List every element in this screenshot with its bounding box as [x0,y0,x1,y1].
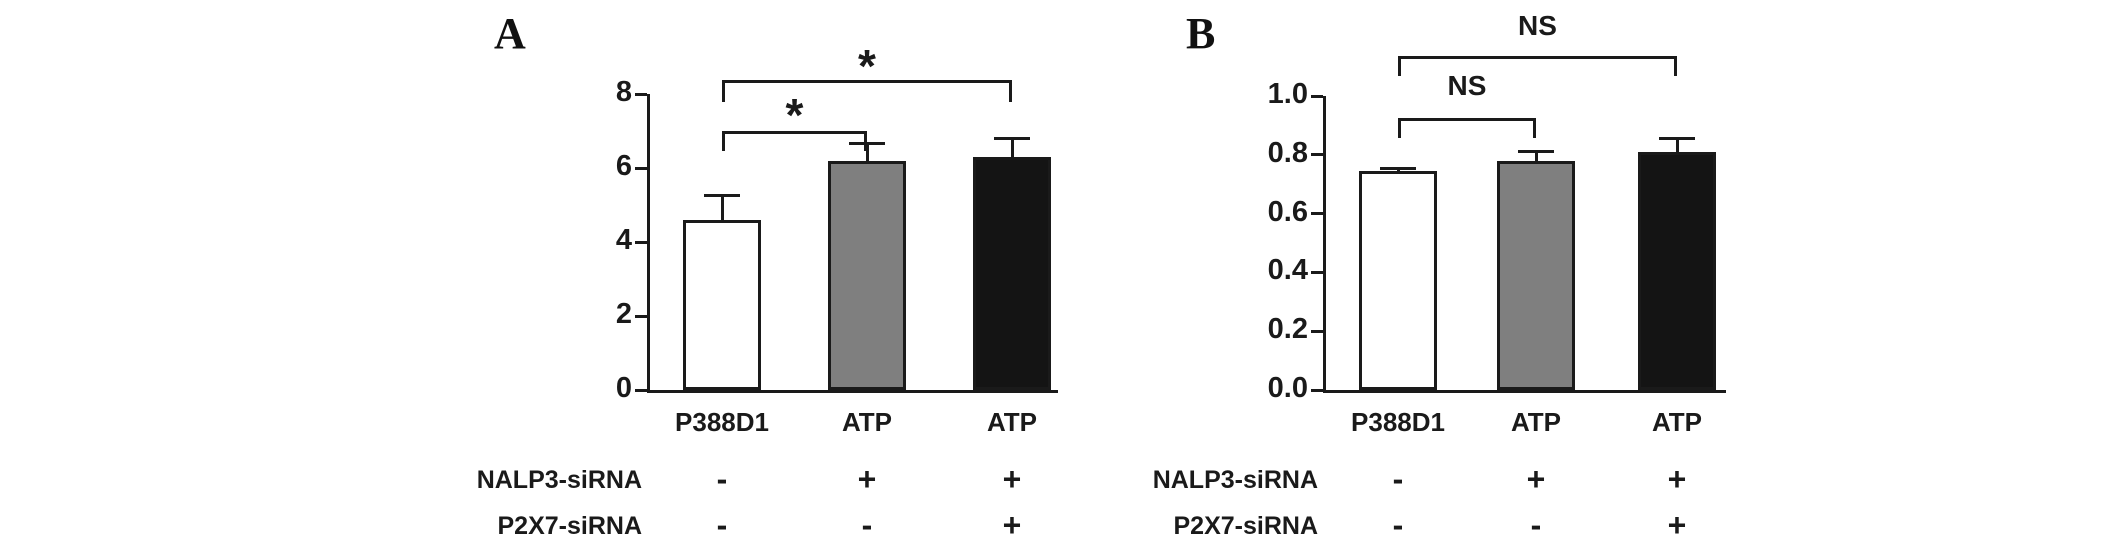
treatment-symbol: + [1002,461,1022,497]
treatment-symbol: - [1530,507,1542,540]
treatment-symbol: + [1002,507,1022,540]
significance-label: * [858,40,876,92]
category-label: P388D1 [1351,407,1445,437]
error-bar-stem [1675,138,1679,152]
error-bar-stem [1396,168,1400,171]
treatment-symbol: - [716,461,728,497]
significance-bracket [722,131,867,151]
panel-a-label: A [494,9,526,58]
y-tick-label: 0.2 [1267,313,1308,346]
y-tick-label: 2 [615,298,632,330]
y-tick [635,92,647,96]
y-tick-label: 0 [615,372,632,404]
significance-bracket [1398,56,1677,76]
error-bar-stem [1010,138,1014,157]
treatment-row-label: P2X7-siRNA [497,512,643,540]
significance-label: NS [1447,70,1487,101]
panel-b-label: B [1186,9,1216,58]
treatment-symbol: + [1667,461,1687,497]
y-tick-label: 0.4 [1267,254,1308,287]
treatment-symbol: + [1667,507,1687,540]
y-tick [635,240,647,244]
treatment-symbol: + [1526,461,1546,497]
y-axis [1323,96,1326,393]
treatment-row-label: NALP3-siRNA [476,466,642,494]
y-tick-label: 0.6 [1267,195,1308,228]
bar [973,156,1051,390]
y-tick [1311,388,1323,392]
y-axis [647,94,650,393]
bar [828,160,906,390]
y-tick-label: 6 [615,150,632,182]
treatment-symbol: - [1392,507,1404,540]
y-tick [1311,270,1323,274]
y-tick-label: 1.0 [1267,78,1308,110]
significance-bracket [1398,118,1536,138]
y-tick-label: 0.0 [1267,372,1308,404]
category-label: ATP [841,407,893,437]
bar [683,219,761,390]
y-tick [635,314,647,318]
x-axis [647,390,1058,393]
x-axis [1323,390,1726,393]
error-bar-stem [720,195,724,220]
treatment-row-label: NALP3-siRNA [1152,466,1318,494]
category-label: ATP [986,407,1038,437]
treatment-symbol: + [857,461,877,497]
significance-label: NS [1518,10,1557,41]
y-tick-label: 4 [615,224,632,256]
category-label: P388D1 [675,407,769,437]
error-bar-stem [1534,151,1538,161]
treatment-symbol: - [861,507,873,540]
y-tick [1311,153,1323,157]
y-tick-label: 0.8 [1267,136,1308,169]
error-bar-stem [865,143,869,161]
treatment-row-label: P2X7-siRNA [1173,512,1319,540]
significance-bracket [722,80,1012,102]
y-tick [1311,94,1323,98]
y-tick [635,166,647,170]
y-tick [1311,212,1323,216]
bar [1497,160,1575,390]
y-tick [1311,329,1323,333]
y-tick [635,388,647,392]
treatment-symbol: - [1392,461,1404,497]
treatment-symbol: - [716,507,728,540]
y-tick-label: 8 [615,76,632,108]
bar [1359,170,1437,390]
significance-label: * [785,89,804,141]
bar [1638,151,1716,390]
category-label: ATP [1510,407,1562,437]
category-label: ATP [1651,407,1703,437]
